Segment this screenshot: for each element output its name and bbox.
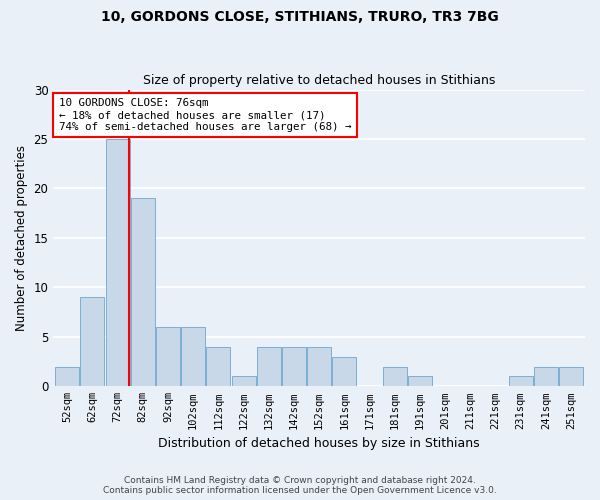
Bar [307,346,331,387]
X-axis label: Distribution of detached houses by size in Stithians: Distribution of detached houses by size … [158,437,480,450]
Bar [131,198,155,386]
Text: Contains HM Land Registry data © Crown copyright and database right 2024.
Contai: Contains HM Land Registry data © Crown c… [103,476,497,495]
Y-axis label: Number of detached properties: Number of detached properties [15,145,28,331]
Bar [55,366,79,386]
Bar [257,346,281,387]
Bar [383,366,407,386]
Bar [408,376,432,386]
Text: 10 GORDONS CLOSE: 76sqm
← 18% of detached houses are smaller (17)
74% of semi-de: 10 GORDONS CLOSE: 76sqm ← 18% of detache… [59,98,351,132]
Bar [332,356,356,386]
Bar [232,376,256,386]
Bar [156,327,180,386]
Text: 10, GORDONS CLOSE, STITHIANS, TRURO, TR3 7BG: 10, GORDONS CLOSE, STITHIANS, TRURO, TR3… [101,10,499,24]
Bar [282,346,306,387]
Bar [181,327,205,386]
Bar [559,366,583,386]
Bar [509,376,533,386]
Bar [80,298,104,386]
Bar [106,139,130,386]
Bar [534,366,558,386]
Bar [206,346,230,387]
Title: Size of property relative to detached houses in Stithians: Size of property relative to detached ho… [143,74,496,87]
